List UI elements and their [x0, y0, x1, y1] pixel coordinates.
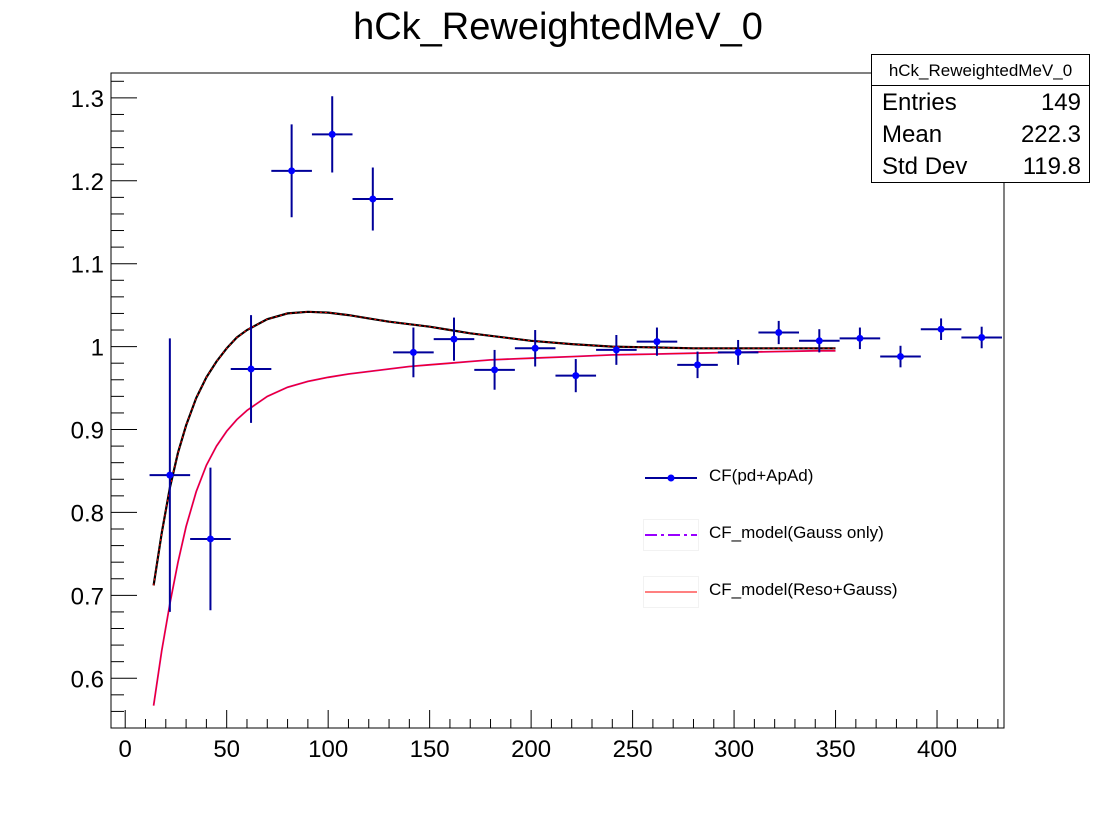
reso-gauss-curve-overlay — [153, 350, 836, 706]
data-point — [677, 351, 718, 379]
data-point — [190, 467, 231, 611]
data-point — [433, 317, 475, 361]
data-point — [920, 318, 962, 340]
x-tick-label: 250 — [613, 736, 653, 763]
y-tick-label: 1.2 — [71, 169, 104, 196]
data-points — [149, 96, 1002, 612]
x-tick-label: 0 — [119, 736, 132, 763]
stats-row-entries: Entries 149 — [872, 86, 1089, 118]
x-tick-label: 300 — [714, 736, 754, 763]
data-point — [311, 96, 353, 173]
legend-label: CF(pd+ApAd) — [709, 466, 814, 485]
data-marker — [734, 348, 742, 356]
data-point — [555, 359, 597, 393]
legend-item-gauss: CF_model(Gauss only) — [643, 519, 943, 551]
y-tick-label: 1 — [91, 335, 104, 362]
stats-label: Std Dev — [882, 153, 968, 180]
data-marker — [937, 325, 945, 333]
data-point — [636, 327, 678, 356]
model-curves — [152, 310, 836, 706]
data-point — [839, 327, 881, 350]
x-tick-label: 150 — [410, 736, 450, 763]
gauss-only-curve-overlay — [153, 311, 836, 586]
data-point — [230, 315, 272, 423]
stats-row-stddev: Std Dev 119.8 — [872, 150, 1089, 182]
data-marker — [166, 471, 174, 479]
data-marker — [815, 337, 823, 345]
x-tick-label: 100 — [308, 736, 348, 763]
stats-value: 149 — [1040, 89, 1081, 116]
data-point — [352, 167, 394, 231]
stats-box-title: hCk_ReweightedMeV_0 — [872, 55, 1089, 86]
data-marker — [531, 344, 539, 352]
data-point — [514, 330, 556, 367]
data-marker — [775, 329, 783, 337]
x-tick-label: 200 — [511, 736, 551, 763]
data-point — [880, 345, 921, 368]
data-point — [149, 338, 191, 612]
plot-frame — [110, 72, 1005, 729]
data-point — [474, 349, 515, 390]
data-marker — [612, 346, 620, 354]
data-marker — [978, 333, 986, 341]
data-point — [799, 329, 840, 353]
y-tick-label: 0.6 — [71, 666, 104, 693]
chart-title: hCk_ReweightedMeV_0 — [353, 6, 763, 48]
x-tick-label: 400 — [917, 736, 957, 763]
data-marker — [694, 361, 702, 369]
y-tick-label: 1.3 — [71, 86, 104, 113]
y-tick-label: 0.9 — [71, 418, 104, 445]
data-point — [271, 124, 312, 218]
x-tick-label: 50 — [213, 736, 240, 763]
legend-label: CF_model(Gauss only) — [709, 523, 884, 542]
legend-label: CF_model(Reso+Gauss) — [709, 580, 898, 599]
data-point — [596, 335, 637, 365]
y-tick-label: 0.8 — [71, 500, 104, 527]
data-marker — [856, 334, 864, 342]
legend-marker-reso — [643, 576, 699, 608]
stats-value: 222.3 — [1020, 121, 1081, 148]
data-marker — [247, 365, 255, 373]
data-point — [717, 339, 759, 365]
data-marker — [328, 130, 336, 138]
data-marker — [206, 535, 214, 543]
data-point — [393, 327, 434, 378]
data-marker — [491, 366, 499, 374]
data-marker — [896, 353, 904, 361]
data-point — [758, 320, 800, 345]
y-tick-label: 1.1 — [71, 252, 104, 279]
stats-value: 119.8 — [1022, 153, 1081, 180]
legend-marker-data — [645, 474, 697, 482]
legend-marker-gauss — [643, 519, 699, 551]
data-marker — [653, 338, 661, 346]
legend-item-data: CF(pd+ApAd) — [643, 462, 943, 494]
x-axis: 0 50 100 150 200 250 300 350 400 — [119, 710, 999, 763]
data-marker — [572, 372, 580, 380]
stats-row-mean: Mean 222.3 — [872, 118, 1089, 150]
stats-label: Mean — [882, 121, 943, 148]
data-marker — [409, 348, 417, 356]
legend-item-reso: CF_model(Reso+Gauss) — [643, 576, 943, 608]
y-axis: 0.6 0.7 0.8 0.9 1 1.1 1.2 1.3 — [71, 80, 137, 712]
stats-label: Entries — [882, 89, 957, 116]
data-marker — [288, 167, 296, 175]
data-marker — [369, 195, 377, 203]
y-tick-label: 0.7 — [71, 583, 104, 610]
stats-box: hCk_ReweightedMeV_0 Entries 149 Mean 222… — [871, 54, 1090, 183]
data-point — [961, 326, 1002, 349]
data-marker — [450, 335, 458, 343]
x-tick-label: 350 — [816, 736, 856, 763]
